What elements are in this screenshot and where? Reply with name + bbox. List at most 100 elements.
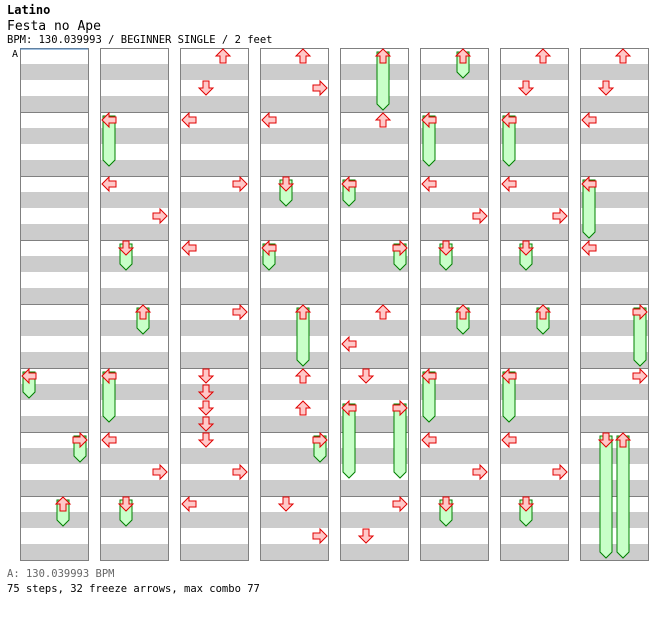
right-arrow-icon xyxy=(632,303,648,321)
beat-stripe xyxy=(100,96,168,112)
beat-stripe xyxy=(260,544,328,560)
beat-stripe xyxy=(100,64,168,80)
beat-stripe xyxy=(340,384,408,400)
beat-stripe xyxy=(340,96,408,112)
measure-cell xyxy=(100,496,169,561)
down-arrow-icon xyxy=(437,240,455,256)
measure-cell xyxy=(180,496,249,561)
up-arrow-icon xyxy=(294,48,312,64)
freeze-arrow-body xyxy=(102,115,116,167)
beat-stripe xyxy=(180,384,248,400)
beat-stripe xyxy=(340,192,408,208)
down-arrow-icon xyxy=(277,496,295,512)
down-arrow-icon xyxy=(517,240,535,256)
beat-stripe xyxy=(100,480,168,496)
up-arrow-icon xyxy=(374,112,392,128)
freeze-arrow-body xyxy=(102,371,116,423)
beat-stripe xyxy=(340,448,408,464)
beat-stripe xyxy=(500,544,568,560)
beat-stripe xyxy=(580,64,648,80)
beat-stripe xyxy=(340,416,408,432)
beat-stripe xyxy=(180,448,248,464)
beat-stripe xyxy=(260,352,328,368)
beat-stripe xyxy=(340,64,408,80)
beat-stripe xyxy=(500,352,568,368)
beat-stripe xyxy=(420,320,488,336)
beat-stripe xyxy=(180,512,248,528)
up-arrow-icon xyxy=(214,48,232,64)
beat-stripe xyxy=(100,544,168,560)
beat-stripe xyxy=(100,416,168,432)
beat-stripe xyxy=(100,512,168,528)
beat-stripe xyxy=(580,320,648,336)
beat-stripe xyxy=(100,256,168,272)
beat-stripe xyxy=(20,96,88,112)
left-arrow-icon xyxy=(341,175,357,193)
up-arrow-icon xyxy=(614,48,632,64)
freeze-arrow-body xyxy=(502,115,516,167)
beat-stripe xyxy=(260,96,328,112)
chart-grid xyxy=(20,48,649,561)
left-arrow-icon xyxy=(101,111,117,129)
up-arrow-icon xyxy=(534,48,552,64)
right-arrow-icon xyxy=(632,367,648,385)
beat-stripe xyxy=(20,352,88,368)
left-arrow-icon xyxy=(101,175,117,193)
right-arrow-icon xyxy=(312,79,328,97)
left-arrow-icon xyxy=(181,495,197,513)
left-arrow-icon xyxy=(581,239,597,257)
beat-stripe xyxy=(180,96,248,112)
beat-stripe xyxy=(580,128,648,144)
left-arrow-icon xyxy=(261,111,277,129)
beat-stripe xyxy=(180,416,248,432)
left-arrow-icon xyxy=(261,239,277,257)
beat-stripe xyxy=(20,384,88,400)
beat-stripe xyxy=(500,160,568,176)
beat-stripe xyxy=(580,384,648,400)
left-arrow-icon xyxy=(581,175,597,193)
right-arrow-icon xyxy=(232,175,248,193)
beat-stripe xyxy=(340,224,408,240)
beat-stripe xyxy=(420,384,488,400)
beat-stripe xyxy=(180,160,248,176)
bpm-summary: A: 130.039993 BPM xyxy=(7,568,115,580)
measure-cell xyxy=(500,496,569,561)
beat-stripe xyxy=(580,224,648,240)
up-arrow-icon xyxy=(454,48,472,64)
beat-stripe xyxy=(500,384,568,400)
beat-stripe xyxy=(20,512,88,528)
beat-stripe xyxy=(420,288,488,304)
measure-cell xyxy=(20,496,89,561)
right-arrow-icon xyxy=(312,431,328,449)
left-arrow-icon xyxy=(501,111,517,129)
beat-stripe xyxy=(100,128,168,144)
up-arrow-icon xyxy=(374,304,392,320)
beat-stripe xyxy=(260,288,328,304)
freeze-arrow-body xyxy=(342,403,356,479)
beat-stripe xyxy=(260,512,328,528)
beat-stripe xyxy=(180,224,248,240)
beat-stripe xyxy=(20,64,88,80)
up-arrow-icon xyxy=(134,304,152,320)
freeze-arrow-body xyxy=(599,435,613,559)
beat-stripe xyxy=(180,192,248,208)
right-arrow-icon xyxy=(232,303,248,321)
left-arrow-icon xyxy=(101,431,117,449)
right-arrow-icon xyxy=(392,399,408,417)
down-arrow-icon xyxy=(437,496,455,512)
beat-stripe xyxy=(340,544,408,560)
beat-stripe xyxy=(260,320,328,336)
beat-stripe xyxy=(260,448,328,464)
beat-stripe xyxy=(260,160,328,176)
beat-stripe xyxy=(20,224,88,240)
right-arrow-icon xyxy=(472,463,488,481)
left-arrow-icon xyxy=(181,111,197,129)
up-arrow-icon xyxy=(534,304,552,320)
beat-stripe xyxy=(180,320,248,336)
beat-stripe xyxy=(20,128,88,144)
beat-stripe xyxy=(20,160,88,176)
beat-stripe xyxy=(340,320,408,336)
left-arrow-icon xyxy=(181,239,197,257)
chart-info: BPM: 130.039993 / BEGINNER SINGLE / 2 fe… xyxy=(7,34,273,46)
beat-stripe xyxy=(580,288,648,304)
